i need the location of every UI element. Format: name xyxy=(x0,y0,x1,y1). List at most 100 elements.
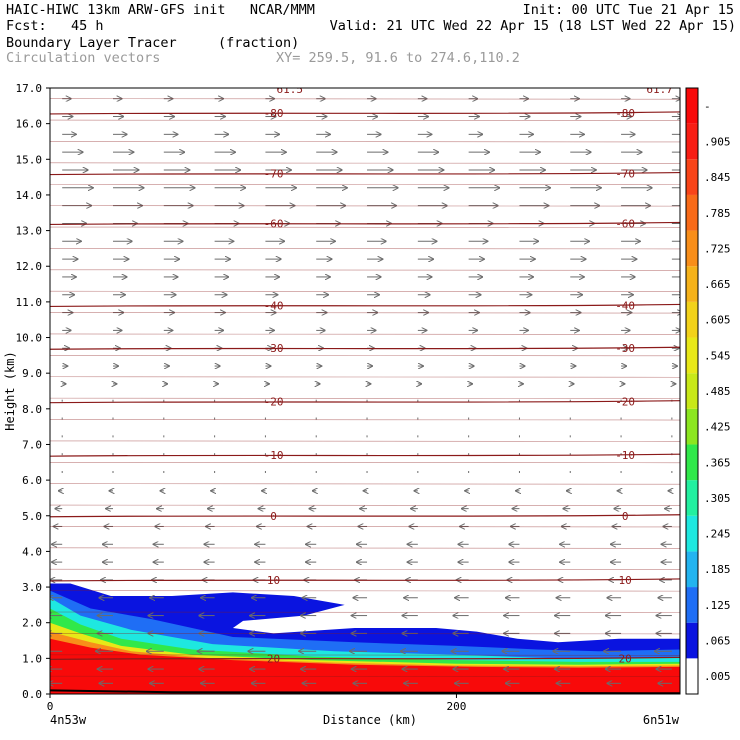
y-tick-label: 13.0 xyxy=(16,225,43,238)
temperature-contour xyxy=(50,453,680,457)
contour-label: 20 xyxy=(267,652,280,665)
temperature-contour xyxy=(50,400,680,404)
x-start-label: 4n53w xyxy=(50,713,87,727)
contour-label: -30 xyxy=(615,342,635,355)
temperature-contour xyxy=(50,578,680,582)
minor-contour xyxy=(50,205,680,207)
minor-contour xyxy=(50,183,680,186)
minor-contour xyxy=(50,611,680,613)
contour-label: -70 xyxy=(264,168,284,181)
circulation-vectors xyxy=(50,99,680,684)
contour-label: -80 xyxy=(264,107,284,120)
minor-contour xyxy=(50,419,680,421)
contour-label: -10 xyxy=(615,449,635,462)
contour-label: 10 xyxy=(267,574,280,587)
x-axis: 0 200 xyxy=(47,694,467,713)
y-axis-label: Height (km) xyxy=(3,351,17,430)
y-tick-label: 14.0 xyxy=(16,189,43,202)
y-tick-label: 15.0 xyxy=(16,153,43,166)
minor-contour xyxy=(50,675,680,677)
minor-contour xyxy=(50,333,680,335)
colorbar-swatch xyxy=(686,373,698,409)
minor-contour xyxy=(50,526,680,528)
contour-label: -40 xyxy=(264,299,284,312)
colorbar-swatch xyxy=(686,551,698,588)
temperature-contour xyxy=(50,303,680,308)
colorbar-label: .485 xyxy=(704,385,731,398)
bl-tracer-shading xyxy=(50,583,680,694)
contour-label: -80 xyxy=(615,107,635,120)
colorbar-label: .845 xyxy=(704,171,731,184)
colorbar-label: .245 xyxy=(704,528,731,541)
minor-contour xyxy=(50,162,680,164)
colorbar-swatch xyxy=(686,159,698,195)
top-contour-label: 61.7 xyxy=(646,83,673,96)
minor-contour xyxy=(50,290,680,292)
minor-contour xyxy=(50,397,680,399)
contour-label: -20 xyxy=(264,396,284,409)
y-tick-label: 11.0 xyxy=(16,296,43,309)
colorbar-swatch xyxy=(686,587,698,623)
temperature-contour xyxy=(50,656,680,660)
temperature-contour xyxy=(50,221,680,226)
colorbar-swatch xyxy=(686,408,698,445)
x-tick-label: 200 xyxy=(447,700,467,713)
contour-label: -60 xyxy=(264,217,284,230)
cross-section-endpoints: XY= 259.5, 91.6 to 274.6,110.2 xyxy=(276,50,520,66)
contour-label: -60 xyxy=(615,217,635,230)
y-tick-label: 0.0 xyxy=(22,688,42,701)
terrain-line xyxy=(50,689,680,694)
minor-contour xyxy=(50,376,680,378)
colorbar-swatch xyxy=(686,88,698,124)
init-time: Init: 00 UTC Tue 21 Apr 15 xyxy=(522,2,734,18)
minor-contour xyxy=(50,141,680,143)
colorbar-swatch xyxy=(686,622,698,659)
y-tick-label: 12.0 xyxy=(16,260,43,273)
colorbar-label: .425 xyxy=(704,421,731,434)
colorbar-label: .665 xyxy=(704,278,731,291)
y-tick-label: 8.0 xyxy=(22,403,42,416)
vector-field-name: Circulation vectors xyxy=(6,50,161,66)
colorbar-label: .905 xyxy=(704,135,731,148)
colorbar-swatch xyxy=(686,266,698,302)
colorbar-label: .185 xyxy=(704,563,731,576)
contour-label: 0 xyxy=(622,510,629,523)
temperature-contour xyxy=(50,111,680,115)
y-tick-label: 17.0 xyxy=(16,82,43,95)
minor-contour xyxy=(50,269,680,271)
field-name: Boundary Layer Tracer xyxy=(6,35,177,51)
colorbar-swatch xyxy=(686,230,698,267)
y-tick-label: 10.0 xyxy=(16,332,43,345)
contour-label: -40 xyxy=(615,299,635,312)
temperature-contour xyxy=(50,514,680,518)
y-tick-label: 6.0 xyxy=(22,474,42,487)
colorbar-swatch xyxy=(686,515,698,552)
colorbar-label: .125 xyxy=(704,599,731,612)
minor-contour xyxy=(50,483,680,485)
run-title: HAIC-HIWC 13km ARW-GFS init NCAR/MMM xyxy=(6,2,315,18)
minor-contour xyxy=(50,504,680,506)
colorbar-label: .365 xyxy=(704,456,731,469)
field-unit: (fraction) xyxy=(218,35,300,51)
colorbar: .005 .065 .125 .185 .245 .305 .365 .425 .485 .545… xyxy=(685,87,731,695)
y-tick-label: 2.0 xyxy=(22,617,42,630)
minor-contour xyxy=(50,248,680,250)
colorbar-label: .545 xyxy=(704,349,731,362)
y-tick-label: 4.0 xyxy=(22,545,42,558)
temperature-contour xyxy=(50,171,680,176)
contour-label: -10 xyxy=(264,449,284,462)
temperature-contours: -80 -80 -70 -70 -60 -60 -40 -40 -30 -30 -20 -20 -10 -… xyxy=(50,83,680,677)
colorbar-swatch xyxy=(686,337,698,374)
forecast-hour: Fcst: 45 h xyxy=(6,18,104,34)
x-end-label: 6n51w xyxy=(643,713,680,727)
minor-contour xyxy=(50,312,680,314)
colorbar-label: - xyxy=(704,100,711,113)
y-tick-label: 3.0 xyxy=(22,581,42,594)
minor-contour xyxy=(50,568,680,571)
top-contour-label: 61.5 xyxy=(277,83,304,96)
x-axis-label: Distance (km) xyxy=(323,713,417,727)
y-tick-label: 1.0 xyxy=(22,652,42,665)
minor-contour xyxy=(50,98,680,100)
minor-contour xyxy=(50,461,680,464)
